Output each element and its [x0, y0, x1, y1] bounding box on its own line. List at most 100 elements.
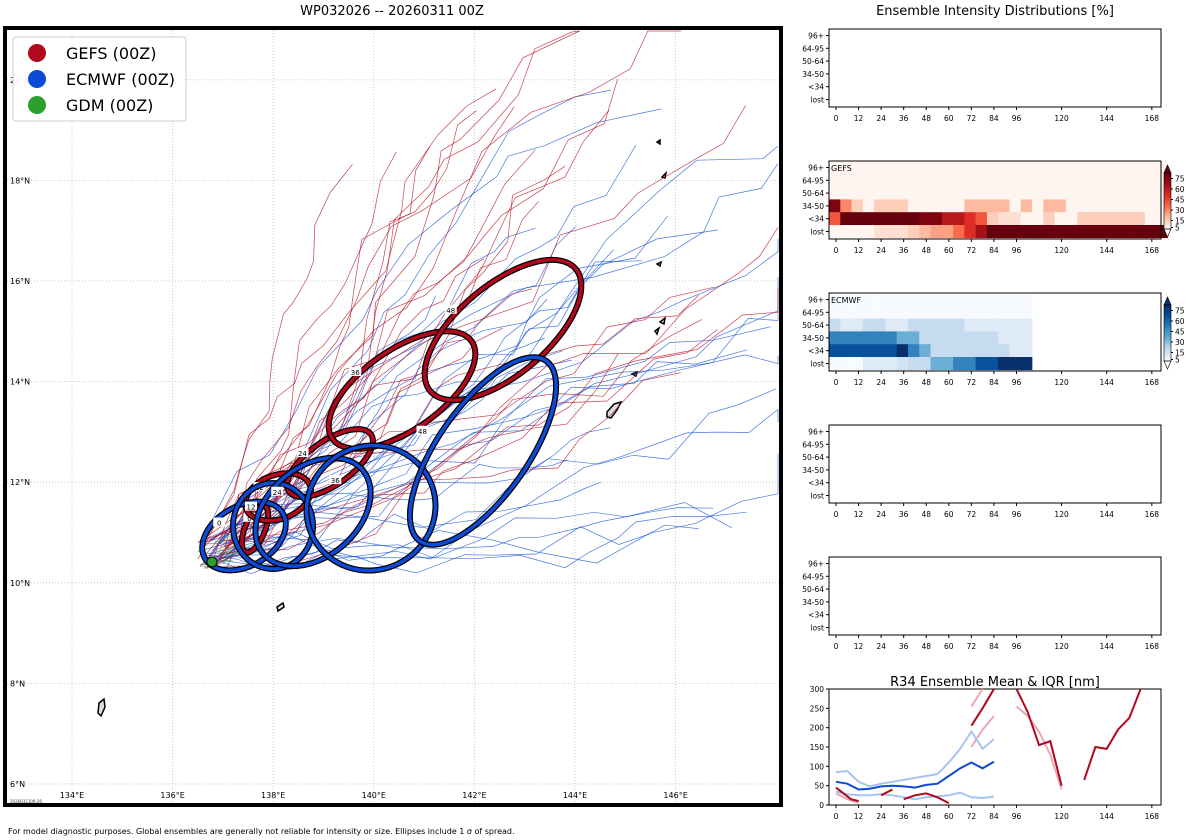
heat-cell: [998, 161, 1010, 175]
y-tick-label: 50-64: [802, 321, 824, 330]
footnote: For model diagnostic purposes. Global en…: [8, 827, 515, 836]
r34-x-tick-label: 12: [854, 812, 864, 821]
colorbar-step: [1164, 345, 1171, 348]
heat-cell: [998, 357, 1010, 371]
heat-cell: [862, 357, 875, 371]
heat-cell: [862, 305, 875, 319]
heat-cell: [986, 199, 999, 213]
island: [276, 601, 285, 613]
heat-cell: [1020, 173, 1033, 187]
x-tick-label: 96: [1012, 114, 1022, 123]
heat-cell: [986, 305, 999, 319]
x-tick-label: 60: [944, 510, 954, 519]
heat-cell: [1009, 318, 1022, 332]
heat-cell: [1077, 173, 1089, 187]
x-tick-label: 36: [899, 378, 909, 387]
r34-chart: 0 50 100 150 200 250 300 0 12 24 36 48 60 72 84 96 120 14…: [810, 685, 1162, 821]
intensity-panel: ECMWF 96+ 64-95 50-64 34-50 <34 lost 0 12 24 36 48 6…: [802, 292, 1162, 387]
heat-cell: [1111, 173, 1123, 187]
heat-cell: [862, 199, 875, 213]
heat-cell: [919, 161, 931, 175]
r34-series-line: [970, 715, 995, 748]
heat-cell: [851, 186, 864, 200]
heat-cell: [1122, 161, 1134, 175]
heat-cell: [1054, 186, 1067, 200]
heat-cell: [1099, 212, 1112, 226]
heat-cell: [930, 305, 943, 319]
r34-x-tick-label: 144: [1100, 812, 1115, 821]
map-legend: GEFS (00Z) ECMWF (00Z) GDM (00Z): [12, 36, 187, 122]
heat-cell: [840, 173, 852, 187]
heat-cell: [829, 225, 841, 239]
heat-cell: [885, 199, 897, 213]
x-tick-label: 144: [1100, 510, 1115, 519]
gdm-start-marker: [206, 556, 218, 568]
r34-x-tick-label: 24: [876, 812, 886, 821]
colorbar-step: [1164, 356, 1171, 359]
x-tick-label: 84: [989, 510, 999, 519]
heat-cell: [998, 293, 1010, 307]
x-tick-label: 96: [1012, 510, 1022, 519]
colorbar-step: [1164, 319, 1171, 321]
colorbar-step: [1164, 195, 1171, 198]
ellipse-label-bg: [213, 517, 226, 527]
heat-cell: [930, 225, 943, 239]
colorbar-step: [1164, 174, 1171, 177]
heat-cell: [1133, 173, 1146, 187]
colorbar-step: [1164, 184, 1171, 187]
r34-y-tick-label: 50: [814, 782, 824, 791]
heat-cell: [919, 293, 931, 307]
spread-ellipse: [304, 443, 438, 573]
heat-cell: [1020, 212, 1033, 226]
ellipse-label-bg: [349, 367, 362, 376]
gdm-track: [214, 533, 234, 543]
heat-cell: [1020, 199, 1033, 213]
heat-cell: [953, 225, 965, 239]
gefs-track: [223, 227, 779, 567]
colorbar-step: [1164, 312, 1171, 314]
heat-cell: [840, 305, 852, 319]
ellipse-hour-label: 12: [247, 504, 256, 512]
spread-ellipse: [422, 258, 584, 402]
heat-cell: [907, 293, 920, 307]
colorbar-step: [1164, 215, 1171, 217]
panel-frame: [828, 292, 1162, 372]
colorbar-step: [1164, 201, 1171, 203]
heat-cell: [953, 161, 965, 175]
y-tick-label: 64-95: [802, 44, 824, 53]
gdm-track: [216, 543, 237, 553]
heat-cell: [919, 318, 931, 332]
heat-cell: [851, 199, 864, 213]
heat-cell: [941, 225, 954, 239]
y-tick-label: lost: [810, 96, 824, 105]
colorbar-step: [1164, 310, 1171, 313]
island: [97, 697, 106, 718]
heat-cell: [919, 305, 931, 319]
heat-cell: [941, 344, 954, 358]
heat-cell: [840, 186, 852, 200]
x-tick-label: 84: [989, 378, 999, 387]
heat-cell: [986, 161, 999, 175]
r34-y-tick-label: 250: [810, 704, 825, 713]
heat-cell: [885, 331, 897, 345]
x-tick-label: 72: [967, 114, 977, 123]
heat-cell: [862, 186, 875, 200]
panel-frame: [828, 556, 1162, 636]
colorbar-tick-label: 15: [1175, 349, 1185, 358]
heat-cell: [1099, 161, 1112, 175]
x-tick-label: 12: [854, 378, 864, 387]
heat-cell: [975, 161, 988, 175]
heat-cell: [885, 293, 897, 307]
heat-cell: [1133, 199, 1146, 213]
colorbar-step: [1164, 173, 1171, 175]
colorbar-step: [1164, 317, 1171, 320]
colorbar-step: [1164, 216, 1171, 219]
ellipse-hour-label: 0: [217, 520, 221, 528]
x-tick-label: 36: [899, 642, 909, 651]
heat-cell: [1065, 186, 1078, 200]
colorbar-step: [1164, 354, 1171, 356]
colorbar-step: [1164, 335, 1171, 338]
heat-cell: [953, 305, 965, 319]
heat-cell: [840, 212, 852, 226]
